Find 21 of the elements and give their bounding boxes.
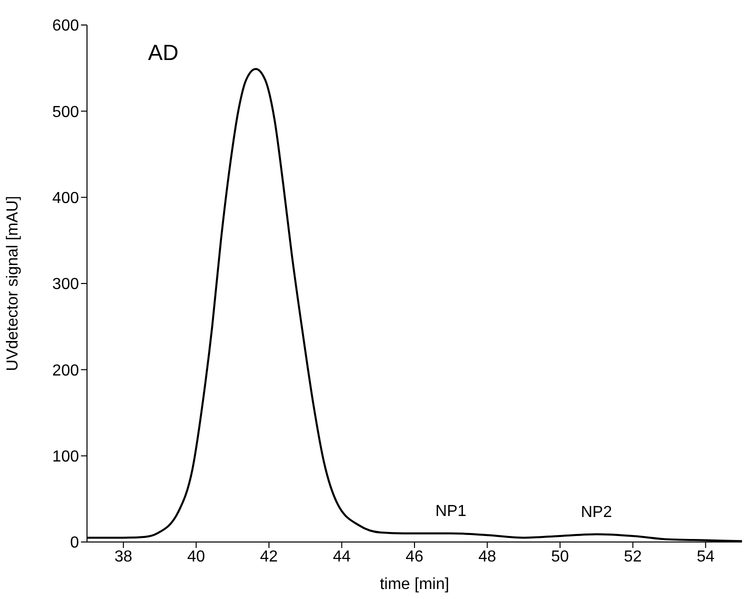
y-tick-label: 400: [52, 190, 80, 208]
x-tick-label: 50: [551, 548, 570, 566]
y-tick-label: 600: [52, 18, 80, 35]
y-tick-label: 200: [52, 362, 80, 380]
y-tick-label: 500: [52, 104, 80, 121]
annotation: NP1: [435, 503, 466, 522]
x-tick-label: 44: [332, 548, 351, 566]
y-axis-title: UVdetector signal [mAU]: [4, 196, 22, 372]
x-tick-label: 46: [406, 548, 424, 566]
x-tick-label: 38: [114, 548, 132, 566]
y-tick-label: 0: [70, 534, 80, 552]
y-tick-label: 300: [52, 276, 80, 294]
x-tick-label: 40: [187, 548, 206, 566]
x-tick-label: 48: [478, 548, 496, 566]
annotation: NP2: [580, 504, 612, 522]
x-axis-title: time [min]: [380, 576, 450, 593]
x-tick-label: 42: [260, 548, 278, 566]
x-tick-label: 52: [624, 548, 642, 566]
y-tick-label: 100: [52, 448, 80, 466]
annotation: AD: [148, 40, 179, 66]
x-tick-label: 54: [696, 548, 715, 566]
